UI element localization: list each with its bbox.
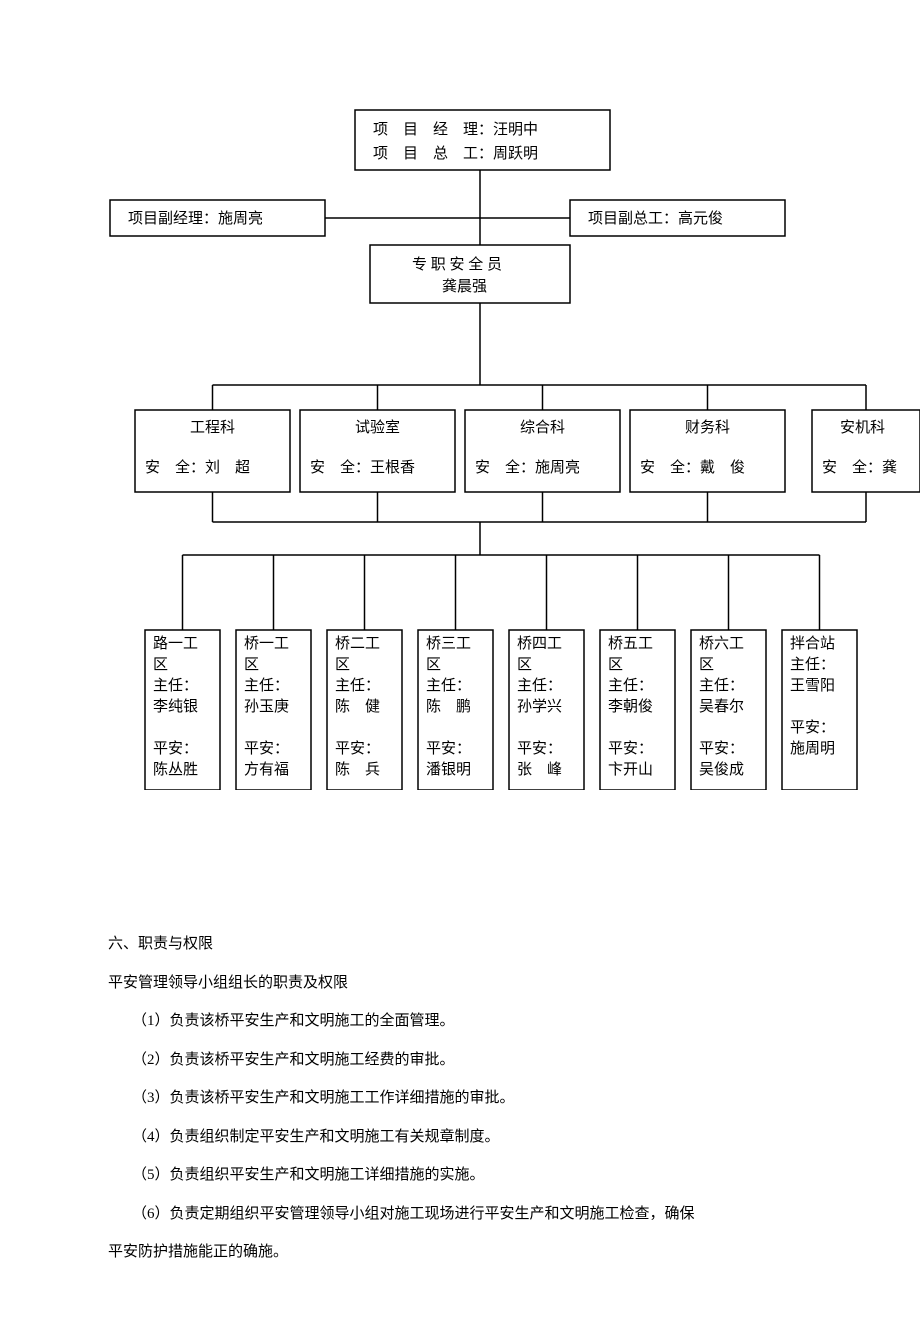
svg-text:潘银明: 潘银明 bbox=[426, 761, 471, 778]
svg-text:陈丛胜: 陈丛胜 bbox=[153, 760, 198, 778]
heading-1: 六、职责与权限 bbox=[108, 930, 812, 959]
svg-text:平安：: 平安： bbox=[790, 719, 835, 736]
node-work-zone: 路一工区主任： 李纯银平安： 陈丛胜 bbox=[145, 630, 220, 790]
svg-text:陈 健: 陈 健 bbox=[335, 697, 380, 715]
node-work-zone: 桥一工区主任： 孙玉庚平安： 方有福 bbox=[236, 630, 311, 790]
svg-text:路一工: 路一工 bbox=[153, 635, 198, 652]
svg-text:区: 区 bbox=[426, 657, 441, 673]
list-item: （2）负责该桥平安生产和文明施工经费的审批。 bbox=[108, 1046, 812, 1075]
svg-text:桥五工: 桥五工 bbox=[608, 635, 653, 652]
svg-text:王雪阳: 王雪阳 bbox=[790, 677, 835, 694]
svg-text:安 全：龚: 安 全：龚 bbox=[822, 458, 897, 476]
node-department: 财务科安 全：戴 俊 bbox=[630, 410, 785, 492]
svg-text:专 职 安 全 员: 专 职 安 全 员 bbox=[412, 255, 502, 273]
node-department: 工程科安 全：刘 超 bbox=[135, 410, 290, 492]
svg-text:项目副经理：施周亮: 项目副经理：施周亮 bbox=[128, 210, 263, 227]
svg-text:桥四工: 桥四工 bbox=[517, 635, 562, 652]
node-deputy-manager: 项目副经理：施周亮 bbox=[110, 200, 325, 236]
svg-text:区: 区 bbox=[153, 657, 168, 673]
node-work-zone: 桥五工区主任： 李朝俊平安： 卞开山 bbox=[600, 630, 675, 790]
list-item: （6）负责定期组织平安管理领导小组对施工现场进行平安生产和文明施工检查，确保 bbox=[108, 1200, 812, 1229]
svg-text:平安：: 平安： bbox=[699, 740, 744, 757]
svg-text:平安：: 平安： bbox=[608, 740, 653, 757]
svg-text:孙玉庚: 孙玉庚 bbox=[244, 698, 289, 715]
svg-text:区: 区 bbox=[244, 657, 259, 673]
svg-text:桥六工: 桥六工 bbox=[699, 635, 744, 652]
org-chart: 项 目 经 理：汪明中项 目 总 工：周跃明项目副经理：施周亮 项目副总工：高元俊… bbox=[0, 0, 920, 790]
svg-text:主任：: 主任： bbox=[699, 677, 744, 694]
svg-text:李朝俊: 李朝俊 bbox=[608, 698, 653, 715]
node-department: 综合科安 全：施周亮 bbox=[465, 410, 620, 492]
svg-text:桥一工: 桥一工 bbox=[244, 635, 289, 652]
svg-text:卞开山: 卞开山 bbox=[608, 761, 653, 778]
node-top: 项 目 经 理：汪明中项 目 总 工：周跃明 bbox=[355, 110, 610, 170]
node-deputy-chief: 项目副总工：高元俊 bbox=[570, 200, 785, 236]
svg-text:张 峰: 张 峰 bbox=[517, 761, 562, 778]
svg-text:陈 兵: 陈 兵 bbox=[335, 760, 380, 778]
svg-text:项 目 总 工：周跃明: 项 目 总 工：周跃明 bbox=[373, 145, 538, 162]
svg-text:项 目 经 理：汪明中: 项 目 经 理：汪明中 bbox=[373, 121, 538, 138]
svg-text:平安：: 平安： bbox=[517, 740, 562, 757]
list-item: （1）负责该桥平安生产和文明施工的全面管理。 bbox=[108, 1007, 812, 1036]
svg-text:平安：: 平安： bbox=[244, 740, 289, 757]
svg-text:孙学兴: 孙学兴 bbox=[517, 698, 562, 715]
list-item: （3）负责该桥平安生产和文明施工工作详细措施的审批。 bbox=[108, 1084, 812, 1113]
svg-text:区: 区 bbox=[517, 657, 532, 673]
svg-text:区: 区 bbox=[699, 657, 714, 673]
svg-text:平安：: 平安： bbox=[335, 740, 380, 757]
heading-2: 平安管理领导小组组长的职责及权限 bbox=[108, 969, 812, 998]
node-department: 安机科安 全：龚 bbox=[812, 410, 920, 492]
list-item: （4）负责组织制定平安生产和文明施工有关规章制度。 bbox=[108, 1123, 812, 1152]
svg-text:主任：: 主任： bbox=[335, 677, 380, 694]
svg-text:吴春尔: 吴春尔 bbox=[699, 698, 744, 715]
body-text: 六、职责与权限 平安管理领导小组组长的职责及权限 （1）负责该桥平安生产和文明施… bbox=[0, 790, 920, 1327]
node-work-zone: 桥四工区主任： 孙学兴平安： 张 峰 bbox=[509, 630, 584, 790]
svg-text:安机科: 安机科 bbox=[840, 419, 885, 436]
svg-text:主任：: 主任： bbox=[517, 677, 562, 694]
svg-text:工程科: 工程科 bbox=[190, 419, 235, 436]
svg-text:施周明: 施周明 bbox=[790, 740, 835, 757]
node-work-zone: 桥三工区主任： 陈 鹏平安： 潘银明 bbox=[418, 630, 493, 790]
svg-text:区: 区 bbox=[335, 657, 350, 673]
svg-text:安 全：戴 俊: 安 全：戴 俊 bbox=[640, 458, 745, 476]
svg-text:安 全：王根香: 安 全：王根香 bbox=[310, 458, 415, 476]
svg-text:陈 鹏: 陈 鹏 bbox=[426, 697, 471, 715]
list-item: （5）负责组织平安生产和文明施工详细措施的实施。 bbox=[108, 1161, 812, 1190]
svg-text:拌合站: 拌合站 bbox=[790, 635, 835, 652]
svg-text:桥三工: 桥三工 bbox=[426, 635, 471, 652]
svg-text:项目副总工：高元俊: 项目副总工：高元俊 bbox=[588, 210, 723, 227]
svg-text:财务科: 财务科 bbox=[685, 419, 730, 436]
svg-text:安 全：刘 超: 安 全：刘 超 bbox=[145, 458, 250, 476]
svg-text:区: 区 bbox=[608, 657, 623, 673]
svg-text:李纯银: 李纯银 bbox=[153, 698, 198, 715]
node-work-zone: 桥二工区主任： 陈 健平安： 陈 兵 bbox=[327, 630, 402, 790]
svg-text:平安：: 平安： bbox=[426, 740, 471, 757]
svg-text:安 全：施周亮: 安 全：施周亮 bbox=[475, 458, 580, 476]
tail-line: 平安防护措施能正的确施。 bbox=[108, 1238, 812, 1267]
node-safety-officer: 专 职 安 全 员龚晨强 bbox=[370, 245, 570, 303]
svg-text:主任：: 主任： bbox=[790, 656, 835, 673]
svg-text:桥二工: 桥二工 bbox=[335, 635, 380, 652]
svg-text:平安：: 平安： bbox=[153, 740, 198, 757]
svg-text:吴俊成: 吴俊成 bbox=[699, 761, 744, 778]
svg-text:方有福: 方有福 bbox=[244, 761, 289, 778]
node-work-zone: 桥六工区主任： 吴春尔平安： 吴俊成 bbox=[691, 630, 766, 790]
svg-text:试验室: 试验室 bbox=[355, 419, 400, 436]
svg-text:主任：: 主任： bbox=[244, 677, 289, 694]
node-department: 试验室安 全：王根香 bbox=[300, 410, 455, 492]
svg-text:主任：: 主任： bbox=[426, 677, 471, 694]
svg-text:主任：: 主任： bbox=[153, 677, 198, 694]
svg-text:龚晨强: 龚晨强 bbox=[442, 278, 487, 295]
svg-text:综合科: 综合科 bbox=[520, 419, 565, 436]
svg-text:主任：: 主任： bbox=[608, 677, 653, 694]
node-work-zone: 拌合站主任： 王雪阳平安： 施周明 bbox=[782, 630, 857, 790]
